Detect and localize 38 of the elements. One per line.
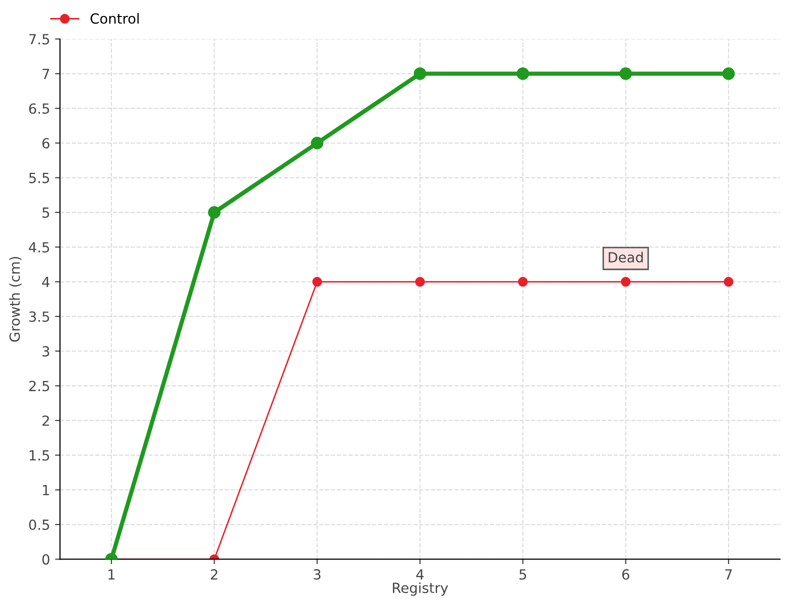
y-tick-label: 6.5	[29, 103, 50, 114]
point	[414, 67, 426, 80]
y-tick-label: 5	[42, 208, 50, 218]
y-tick-label: 6	[42, 138, 50, 149]
point	[415, 276, 425, 287]
point	[312, 276, 322, 287]
point	[620, 276, 631, 287]
legend-label: Control	[90, 13, 139, 24]
annotation: Dead	[608, 252, 643, 263]
point	[208, 206, 221, 219]
x-tick-label: 6	[622, 569, 630, 580]
point	[516, 67, 530, 80]
y-tick-label: 2	[42, 415, 49, 426]
point	[619, 67, 632, 80]
y-tick-label: 7	[42, 68, 50, 79]
y-tick-label: 3.5	[29, 311, 50, 322]
x-tick-label: 2	[210, 569, 218, 580]
x-tick-label: 1	[108, 569, 115, 580]
y-tick-label: 5.5	[29, 172, 50, 184]
y-axis-title: Growth (cm)	[9, 256, 22, 342]
x-tick-label: 4	[416, 569, 424, 580]
y-tick-label: 0.5	[29, 519, 50, 530]
y-tick-label: 3	[42, 346, 50, 357]
point	[518, 276, 528, 287]
x-tick-label: 7	[725, 569, 732, 580]
point	[722, 67, 735, 80]
y-tick-label: 7.5	[29, 34, 50, 44]
y-tick-label: 2.5	[29, 380, 50, 392]
y-tick-label: 1.5	[30, 450, 50, 461]
y-tick-label: 0	[42, 554, 50, 565]
y-tick-label: 1	[42, 484, 49, 496]
point	[724, 276, 734, 287]
x-tick-label: 3	[314, 569, 320, 580]
point	[310, 136, 324, 150]
x-axis-title: Registry	[392, 582, 448, 596]
y-tick-label: 4	[42, 276, 50, 288]
y-tick-label: 4.5	[28, 242, 50, 253]
x-tick-label: 5	[520, 569, 526, 580]
